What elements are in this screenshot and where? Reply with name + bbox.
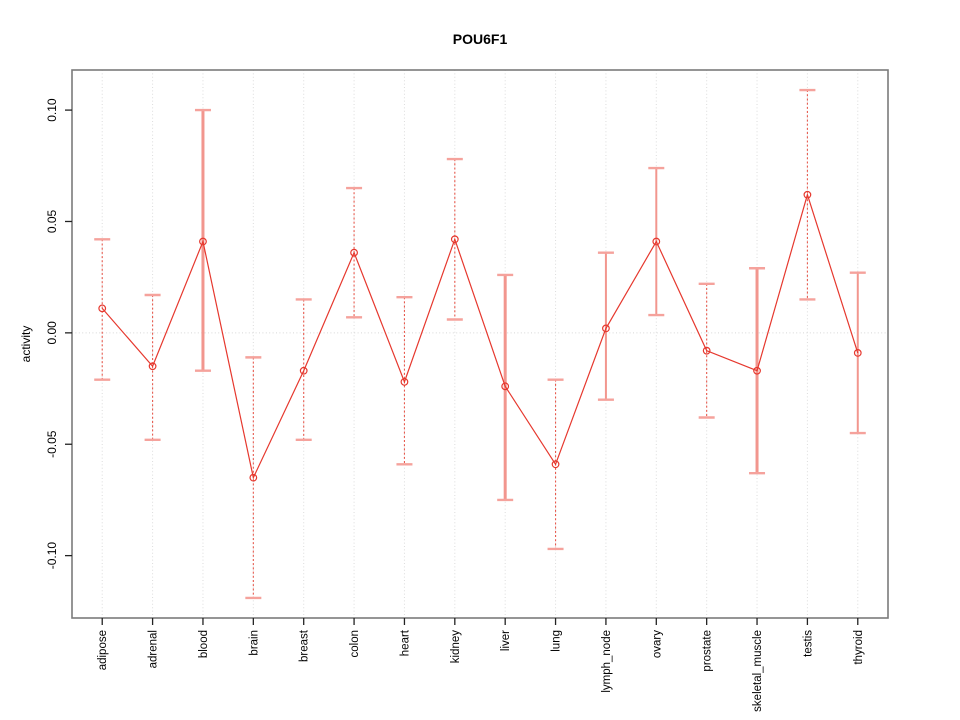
data-point-circle <box>803 190 812 199</box>
x-tick-label: lung <box>551 630 563 652</box>
x-tick-label: adipose <box>97 630 109 670</box>
data-point-circle <box>652 237 661 246</box>
data-point-circle <box>400 377 409 386</box>
x-tick-label: liver <box>500 630 512 651</box>
x-tick-label: colon <box>349 630 361 658</box>
data-point-circle <box>753 366 761 375</box>
x-tick-label: skeletal_muscle <box>752 630 764 712</box>
data-point-circle <box>501 382 510 391</box>
series-line <box>101 192 859 480</box>
x-tick-label: breast <box>299 629 311 662</box>
y-tick-label: -0.10 <box>45 542 59 570</box>
x-tick-label: prostate <box>702 630 714 672</box>
plot-box <box>71 69 889 619</box>
data-point-circle <box>199 237 207 246</box>
x-tick-label: ovary <box>651 630 663 658</box>
x-tick-label: adrenal <box>148 630 160 668</box>
data-point-circle <box>702 346 711 355</box>
data-point-circle <box>853 349 862 357</box>
y-tick-label: -0.05 <box>45 430 59 458</box>
data-point-circle <box>98 304 107 313</box>
data-point-circle <box>450 235 459 244</box>
x-tick-label: kidney <box>450 630 462 663</box>
data-point-circle <box>551 460 560 469</box>
chart-title: POU6F1 <box>453 31 508 47</box>
x-tick-label: lymph_node <box>601 630 613 693</box>
plot-area: 0.10 0.05 0.00 -0.05 -0.10 adipose adrenal bloo… <box>45 69 889 712</box>
data-point-circle <box>249 473 258 482</box>
x-tick-label: brain <box>248 630 260 656</box>
x-tick-label: testis <box>802 630 814 657</box>
data-point-circle <box>602 324 610 333</box>
x-tick-label: blood <box>198 630 210 658</box>
data-point-circle <box>350 248 358 257</box>
y-tick-label: 0.00 <box>45 321 59 345</box>
x-tick-label: thyroid <box>853 630 865 665</box>
data-point-circle <box>299 366 308 375</box>
y-tick-label: 0.05 <box>45 209 59 233</box>
data-point-circle <box>148 362 157 371</box>
x-tick-label: heart <box>399 629 411 656</box>
y-axis-label: activity <box>19 326 33 363</box>
y-tick-label: 0.10 <box>45 98 59 122</box>
